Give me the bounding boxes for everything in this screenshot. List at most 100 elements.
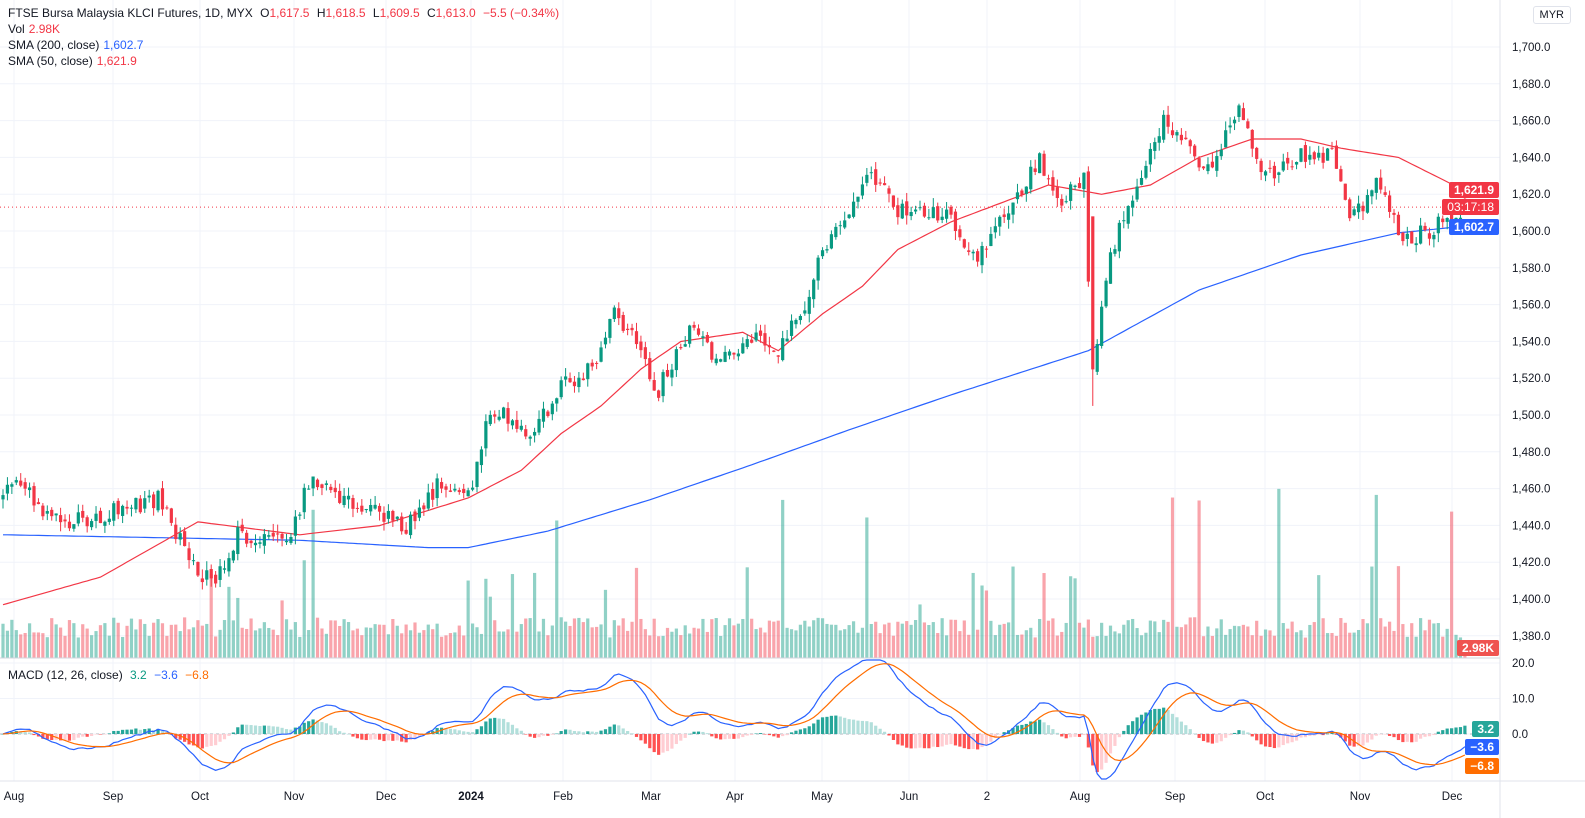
candle: [1450, 214, 1454, 224]
macd-histogram-bar: [971, 734, 975, 749]
candle: [138, 498, 142, 513]
macd-histogram-bar: [444, 728, 448, 734]
candle: [949, 206, 953, 215]
macd-histogram-bar: [178, 734, 182, 740]
volume-bar: [1232, 625, 1237, 658]
macd-histogram-bar: [976, 734, 980, 750]
macd-histogram-bar: [1091, 734, 1095, 766]
time-tick: May: [811, 791, 833, 803]
macd-histogram-bar: [555, 733, 559, 735]
candle: [936, 206, 940, 221]
macd-histogram-bar: [599, 730, 603, 734]
macd-histogram-bar: [1131, 721, 1135, 734]
candle: [958, 229, 962, 238]
sma50-legend[interactable]: SMA (50, close) 1,621.9: [8, 54, 137, 68]
sma200-line: [3, 225, 1465, 549]
volume-tag: 2.98K: [1456, 640, 1499, 656]
macd-histogram-bar: [510, 724, 515, 734]
macd-histogram-bar: [333, 727, 337, 734]
macd-histogram-bar: [1356, 734, 1361, 746]
candle: [408, 514, 413, 536]
candle: [85, 517, 89, 527]
volume-bar: [1206, 626, 1210, 658]
macd-signal-value: −6.8: [185, 668, 209, 682]
volume-bar: [284, 619, 289, 658]
price-axis[interactable]: 1,700.0 1,680.0 1,660.0 1,640.0 1,620.0 1,600…: [1512, 42, 1550, 741]
macd-histogram-bar: [1299, 734, 1303, 738]
symbol-legend[interactable]: FTSE Bursa Malaysia KLCI Futures, 1D, MY…: [8, 6, 560, 20]
candle: [541, 408, 546, 422]
candle: [1051, 177, 1055, 191]
macd-histogram-bar: [643, 734, 647, 744]
candle: [843, 220, 847, 228]
volume-bar: [701, 618, 705, 658]
sma50-price-tag: 1,621.9: [1448, 182, 1499, 198]
candle: [794, 319, 798, 325]
volume-bar: [1, 623, 5, 658]
price-tick: 1,500.0: [1512, 410, 1550, 422]
macd-histogram-bar: [1015, 725, 1020, 734]
candle: [568, 378, 572, 383]
macd-legend[interactable]: MACD (12, 26, close) 3.2 −3.6 −6.8: [8, 668, 209, 682]
volume-bar: [493, 620, 497, 658]
candle: [32, 486, 36, 506]
macd-histogram-bar: [949, 734, 953, 745]
volume-legend[interactable]: Vol 2.98K: [8, 22, 61, 36]
candle: [896, 205, 900, 218]
candle: [750, 339, 754, 343]
volume-bar: [1153, 621, 1157, 658]
currency-button[interactable]: MYR: [1532, 6, 1571, 24]
candle: [470, 487, 475, 490]
macd-tick: 0.0: [1512, 729, 1528, 741]
volume-bar: [329, 620, 333, 658]
time-tick: Oct: [1256, 791, 1275, 803]
candle: [431, 489, 435, 500]
candle: [572, 381, 577, 387]
time-axis[interactable]: Aug Sep Oct Nov Dec 2024 Feb Mar Apr May Jun 2 Aug Se…: [4, 791, 1463, 803]
macd-histogram-bar: [1255, 734, 1259, 741]
candle: [169, 508, 173, 523]
sma200-legend[interactable]: SMA (200, close) 1,602.7: [8, 38, 144, 52]
candle: [484, 421, 488, 449]
candle: [1170, 130, 1175, 136]
macd-histogram-bar: [129, 729, 134, 734]
macd-histogram-bar: [240, 724, 244, 734]
volume-bar: [227, 586, 231, 658]
volume-bar: [1401, 624, 1405, 658]
candle: [493, 414, 497, 417]
macd-hist-tag: 3.2: [1472, 721, 1499, 737]
macd-histogram-bar: [590, 731, 594, 734]
candle: [643, 347, 647, 360]
candle: [338, 490, 342, 503]
candle: [913, 209, 918, 212]
volume-bar: [1343, 622, 1347, 658]
price-tick: 1,440.0: [1512, 520, 1550, 532]
candle: [1259, 160, 1263, 173]
macd-histogram-bar: [1308, 734, 1312, 736]
volume-bar: [1348, 632, 1352, 658]
candle: [1100, 306, 1104, 346]
macd-histogram-bar: [324, 723, 328, 734]
candle: [1086, 171, 1090, 282]
candle: [834, 226, 838, 238]
price-tick: 1,380.0: [1512, 631, 1550, 643]
macd-histogram-bar: [231, 732, 235, 734]
candle: [626, 328, 630, 331]
macd-histogram-bar: [307, 721, 311, 734]
candle: [931, 207, 935, 219]
volume-bar: [1020, 634, 1024, 658]
volume-bar: [23, 633, 27, 658]
macd-histogram-bar: [834, 715, 838, 734]
candle: [231, 550, 235, 561]
macd-histogram-bar: [382, 734, 386, 742]
volume-bar: [608, 637, 612, 658]
volume-bar: [183, 617, 187, 658]
volume-bar: [1321, 618, 1325, 658]
volume-bar: [568, 625, 572, 658]
macd-histogram-bar: [94, 734, 98, 735]
volume-bar: [107, 635, 111, 658]
macd-histogram-bar: [475, 729, 479, 734]
macd-histogram-bar: [639, 734, 643, 741]
volume-bar: [466, 580, 470, 658]
